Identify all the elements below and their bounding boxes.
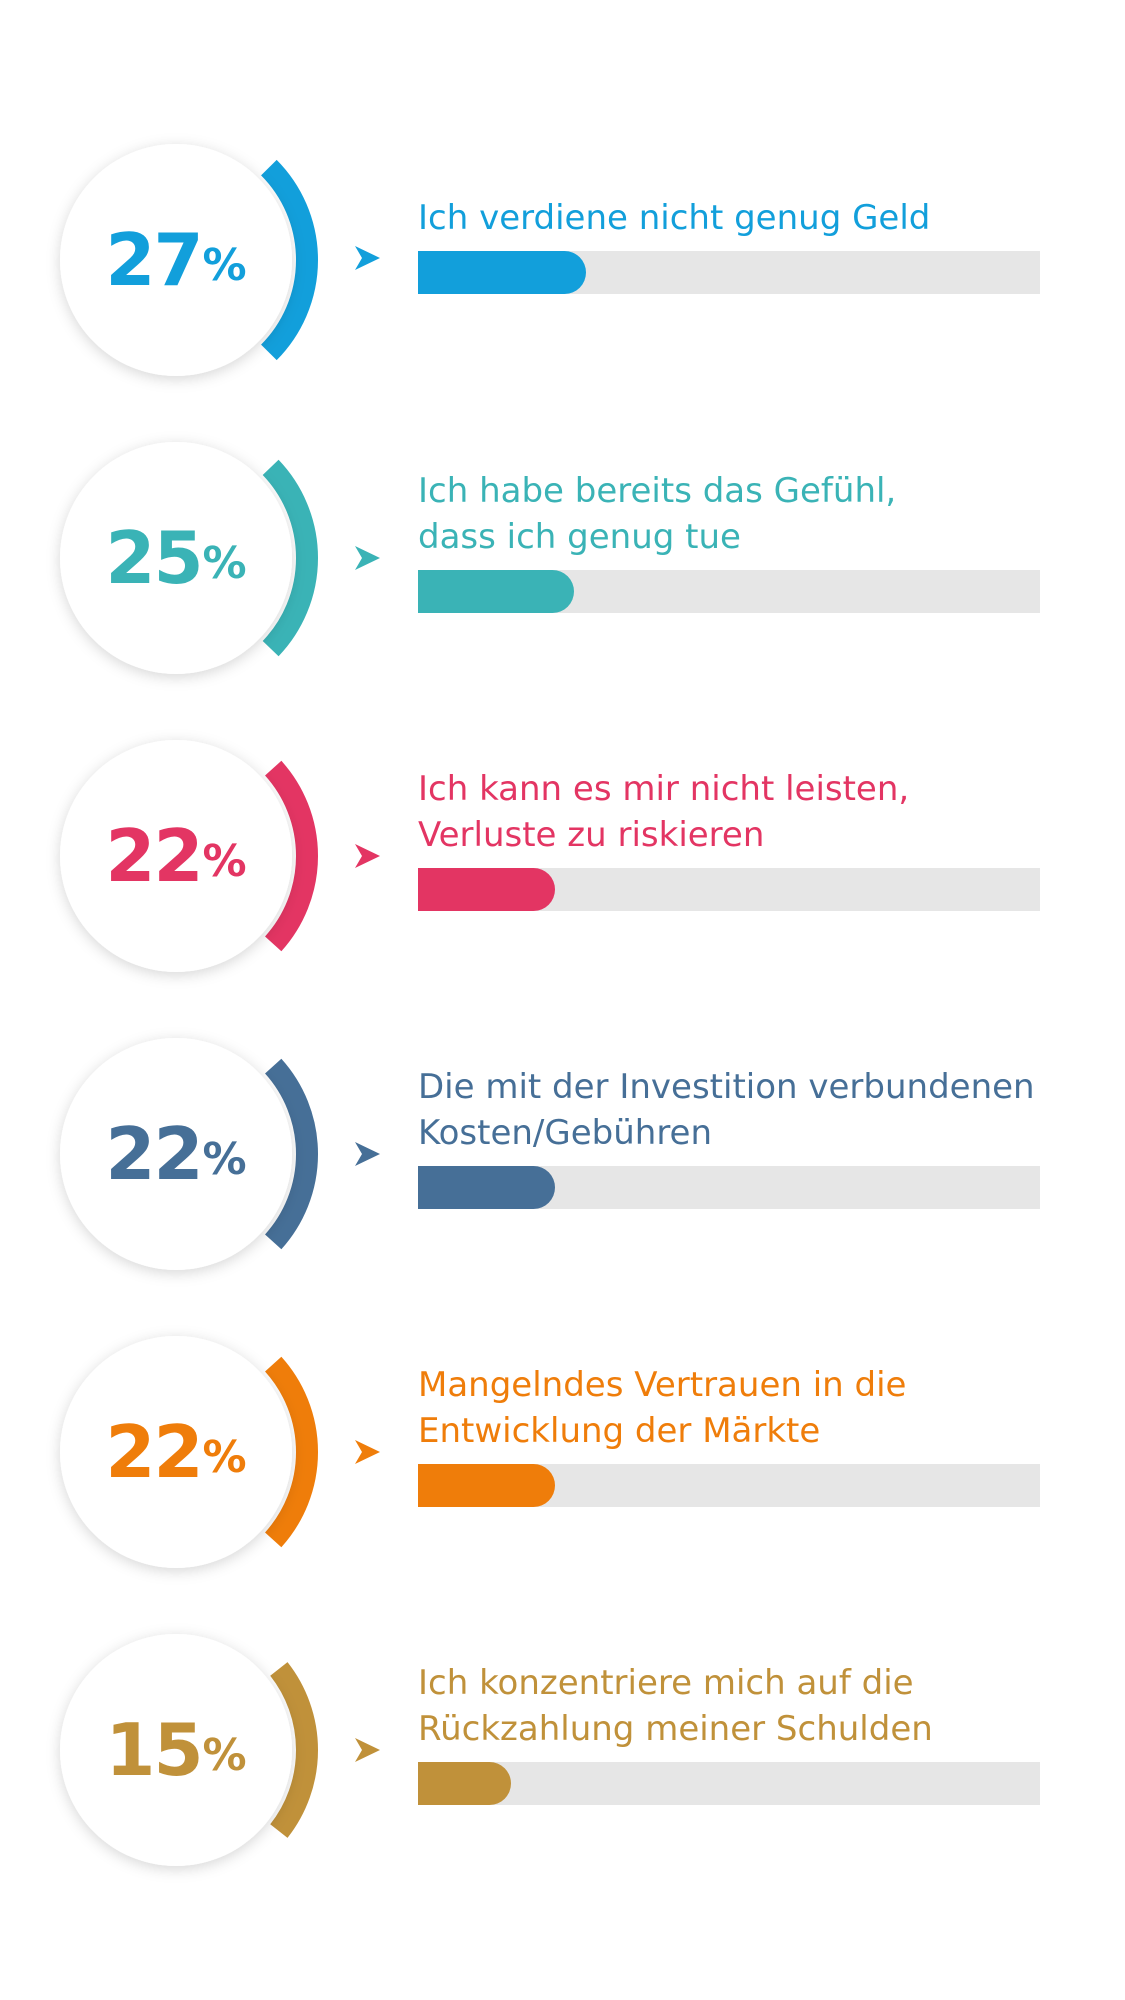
progress-fill	[418, 1762, 511, 1805]
ring-arc	[264, 1058, 318, 1250]
chevron-right-icon	[352, 243, 382, 273]
progress-track	[418, 251, 1040, 294]
percentage-ring	[50, 736, 330, 976]
percentage-value: 22%	[60, 1332, 292, 1572]
item-label: Ich kann es mir nicht leisten, Verluste z…	[418, 766, 1118, 858]
item-label-line: Ich habe bereits das Gefühl,	[418, 471, 897, 511]
percent-sign: %	[202, 1432, 247, 1483]
ring-circle	[60, 144, 292, 376]
ring-circle	[60, 1038, 292, 1270]
percent-sign: %	[202, 240, 247, 291]
chevron-right-icon	[352, 1139, 382, 1169]
chevron-right-icon	[352, 841, 382, 871]
progress-track	[418, 868, 1040, 911]
item-label-line: Mangelndes Vertrauen in die	[418, 1365, 907, 1405]
survey-row: 22% Ich kann es mir nicht leisten, Verlust…	[0, 736, 1125, 976]
percent-sign: %	[202, 836, 247, 887]
survey-row: 22% Die mit der Investition verbundenen Ko…	[0, 1034, 1125, 1274]
percentage-ring	[50, 1332, 330, 1572]
item-label-line: dass ich genug tue	[418, 517, 741, 557]
percentage-ring	[50, 1034, 330, 1274]
percent-sign: %	[202, 1134, 247, 1185]
percentage-number: 25	[105, 516, 203, 600]
percentage-number: 22	[105, 1410, 203, 1494]
item-label: Die mit der Investition verbundenen Koste…	[418, 1064, 1118, 1156]
item-label: Ich verdiene nicht genug Geld	[418, 195, 1118, 241]
percentage-ring	[50, 438, 330, 678]
item-label-line: Ich verdiene nicht genug Geld	[418, 198, 931, 238]
item-label-line: Kosten/Gebühren	[418, 1113, 713, 1153]
percentage-ring	[50, 1630, 330, 1870]
item-label-line: Ich konzentriere mich auf die	[418, 1663, 914, 1703]
chevron-right-icon	[352, 1437, 382, 1467]
item-label: Mangelndes Vertrauen in die Entwicklung d…	[418, 1362, 1118, 1454]
survey-row: 15% Ich konzentriere mich auf die Rückzahl…	[0, 1630, 1125, 1870]
ring-circle	[60, 1634, 292, 1866]
progress-track	[418, 1464, 1040, 1507]
item-label: Ich habe bereits das Gefühl, dass ich gen…	[418, 468, 1118, 560]
ring-circle	[60, 442, 292, 674]
ring-arc	[264, 760, 318, 952]
progress-track	[418, 1762, 1040, 1805]
survey-row: 27% Ich verdiene nicht genug Geld	[0, 140, 1125, 380]
item-label-line: Entwicklung der Märkte	[418, 1411, 821, 1451]
ring-arc	[264, 1356, 318, 1548]
percent-sign: %	[202, 1730, 247, 1781]
ring-arc	[260, 159, 318, 361]
item-label-line: Verluste zu riskieren	[418, 815, 765, 855]
chevron-right-icon	[352, 1735, 382, 1765]
percentage-number: 15	[105, 1708, 203, 1792]
survey-row: 25% Ich habe bereits das Gefühl, dass ich …	[0, 438, 1125, 678]
ring-arc	[270, 1662, 318, 1838]
percentage-value: 22%	[60, 1034, 292, 1274]
item-label: Ich konzentriere mich auf die Rückzahlung…	[418, 1660, 1118, 1752]
ring-circle	[60, 1336, 292, 1568]
progress-track	[418, 570, 1040, 613]
progress-fill	[418, 1166, 555, 1209]
ring-arc	[262, 459, 318, 657]
percentage-number: 27	[105, 218, 203, 302]
percent-sign: %	[202, 538, 247, 589]
item-label-line: Rückzahlung meiner Schulden	[418, 1709, 933, 1749]
percentage-ring	[50, 140, 330, 380]
item-label-line: Ich kann es mir nicht leisten,	[418, 769, 910, 809]
progress-track	[418, 1166, 1040, 1209]
item-label-line: Die mit der Investition verbundenen	[418, 1067, 1035, 1107]
chevron-right-icon	[352, 543, 382, 573]
percentage-number: 22	[105, 814, 203, 898]
progress-fill	[418, 251, 586, 294]
percentage-value: 25%	[60, 438, 292, 678]
percentage-value: 22%	[60, 736, 292, 976]
progress-fill	[418, 868, 555, 911]
percentage-number: 22	[105, 1112, 203, 1196]
percentage-value: 27%	[60, 140, 292, 380]
survey-row: 22% Mangelndes Vertrauen in die Entwicklun…	[0, 1332, 1125, 1572]
progress-fill	[418, 570, 574, 613]
ring-circle	[60, 740, 292, 972]
progress-fill	[418, 1464, 555, 1507]
percentage-value: 15%	[60, 1630, 292, 1870]
